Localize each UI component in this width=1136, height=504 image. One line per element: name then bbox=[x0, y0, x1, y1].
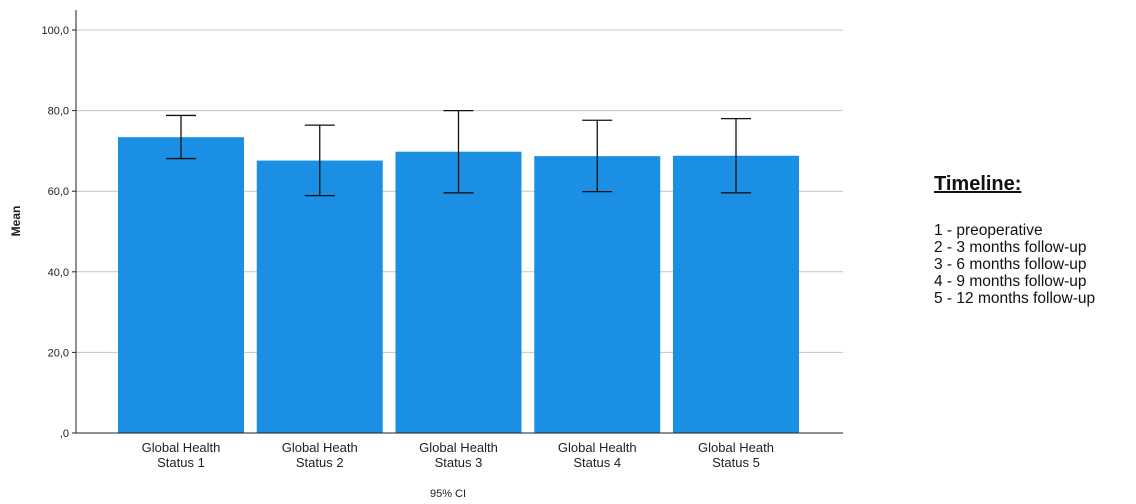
x-tick-label: Global Heath bbox=[282, 440, 358, 455]
timeline-item: 1 - preoperative bbox=[934, 222, 1043, 239]
error-bar bbox=[582, 119, 613, 193]
error-bars bbox=[166, 109, 751, 197]
error-bar bbox=[304, 124, 335, 197]
error-bar bbox=[443, 109, 474, 194]
y-tick-label: ,0 bbox=[60, 428, 69, 440]
timeline-item: 2 - 3 months follow-up bbox=[934, 239, 1087, 256]
x-tick-label: Global Health bbox=[558, 440, 637, 455]
x-tick-label: Global Health bbox=[142, 440, 221, 455]
x-tick-label: Status 5 bbox=[712, 455, 760, 470]
x-tick-label: Status 4 bbox=[573, 455, 621, 470]
y-tick-label: 60,0 bbox=[48, 186, 69, 198]
x-axis-note: 95% CI bbox=[430, 488, 466, 500]
timeline-item: 5 - 12 months follow-up bbox=[934, 290, 1096, 307]
error-bar bbox=[721, 118, 751, 194]
y-tick-label: 20,0 bbox=[48, 347, 69, 359]
bar bbox=[118, 137, 244, 433]
y-tick-label: 100,0 bbox=[41, 25, 69, 37]
y-tick-labels: 100,0 80,0 60,0 40,0 20,0 ,0 bbox=[41, 25, 76, 440]
timeline-list: 1 - preoperative 2 - 3 months follow-up … bbox=[934, 222, 1134, 307]
timeline-item: 4 - 9 months follow-up bbox=[934, 273, 1087, 290]
bar bbox=[395, 151, 522, 433]
x-tick-label: Status 2 bbox=[296, 455, 344, 470]
bar bbox=[256, 160, 383, 433]
bars bbox=[118, 137, 799, 434]
timeline-title: Timeline: bbox=[934, 173, 1022, 195]
timeline-item: 3 - 6 months follow-up bbox=[934, 256, 1087, 273]
x-tick-label: Global Health bbox=[419, 440, 498, 455]
x-tick-label: Status 1 bbox=[157, 455, 205, 470]
bar bbox=[673, 155, 799, 433]
error-bar bbox=[166, 114, 196, 160]
y-tick-label: 40,0 bbox=[48, 267, 69, 279]
y-tick-label: 80,0 bbox=[48, 106, 69, 118]
bar bbox=[534, 156, 661, 434]
x-tick-label: Status 3 bbox=[435, 455, 483, 470]
axes bbox=[75, 10, 843, 434]
x-tick-label: Global Heath bbox=[698, 440, 774, 455]
timeline-legend: Timeline: 1 - preoperative 2 - 3 months … bbox=[934, 172, 1134, 307]
y-axis-title: Mean bbox=[9, 206, 23, 237]
